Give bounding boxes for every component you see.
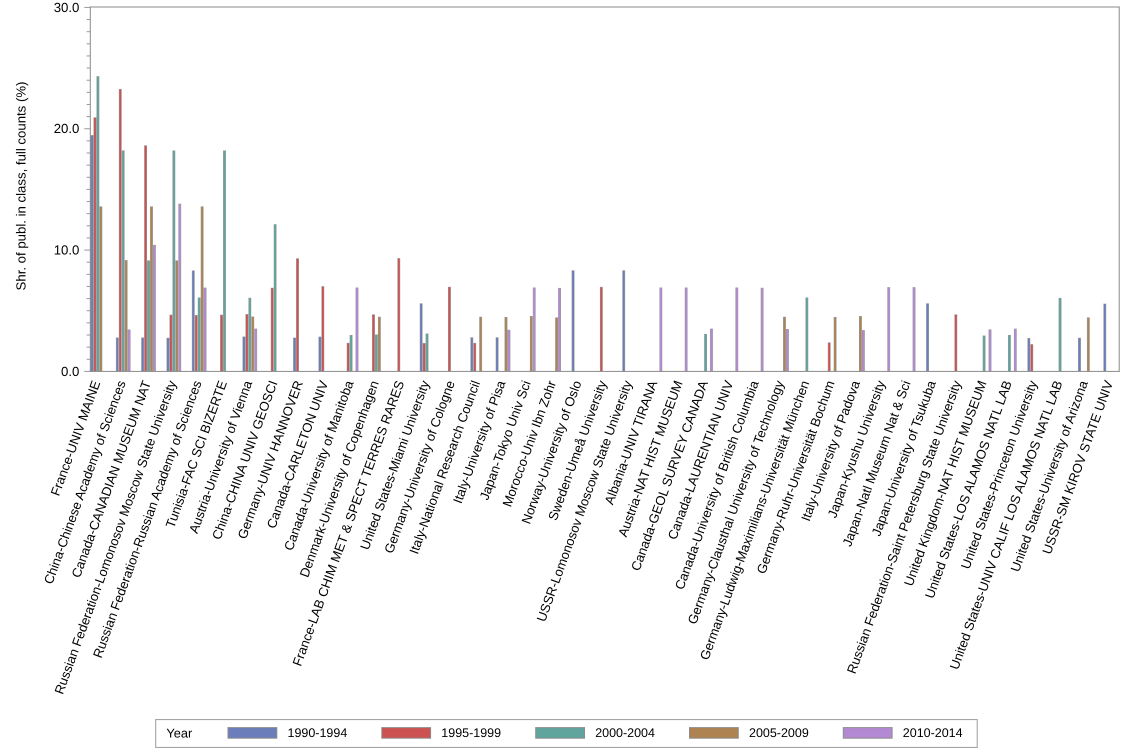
svg-text:2010-2014: 2010-2014 — [903, 726, 963, 740]
svg-text:1990-1994: 1990-1994 — [288, 726, 348, 740]
svg-text:2000-2004: 2000-2004 — [595, 726, 655, 740]
svg-text:1995-1999: 1995-1999 — [441, 726, 501, 740]
svg-text:Year: Year — [166, 725, 193, 740]
svg-text:20.0: 20.0 — [54, 121, 80, 136]
svg-text:0.0: 0.0 — [61, 364, 79, 379]
svg-text:Shr. of publ. in class, full c: Shr. of publ. in class, full counts (%) — [13, 82, 28, 291]
svg-text:30.0: 30.0 — [54, 0, 80, 15]
svg-text:2005-2009: 2005-2009 — [749, 726, 809, 740]
svg-text:10.0: 10.0 — [54, 242, 80, 257]
